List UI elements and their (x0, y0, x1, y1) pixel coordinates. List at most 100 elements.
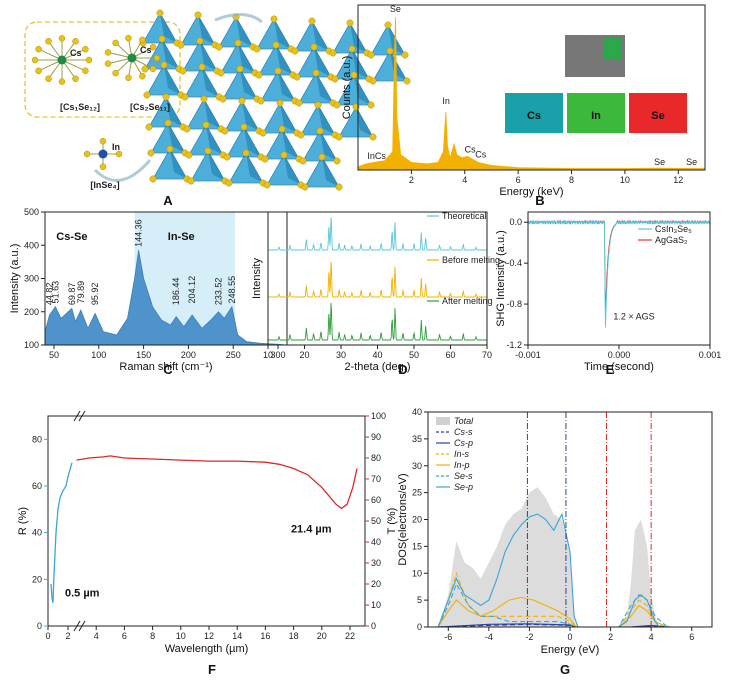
se-atom (143, 91, 151, 99)
tetrahedron-face (208, 151, 225, 181)
tetrahedron-face (246, 153, 263, 183)
element-peak-label: Se (686, 157, 697, 167)
atom-label-cs2: Cs (140, 45, 152, 55)
se-atom (276, 99, 284, 107)
se-atom (196, 37, 204, 45)
tetrahedron-face (388, 25, 405, 55)
se-atom (295, 99, 303, 107)
legend-label: Cs-s (454, 427, 473, 437)
se-atom (335, 183, 343, 191)
atom-label-in: In (112, 142, 120, 152)
se-atom (348, 45, 356, 53)
x-tick-label: 10 (263, 350, 273, 360)
shg-trace (527, 219, 711, 328)
reflectance-curve (50, 462, 73, 603)
dos-in-p (437, 596, 668, 628)
se-atom (194, 11, 202, 19)
se-atom (335, 133, 343, 141)
x-tick-label: 250 (226, 350, 241, 360)
se-atom (223, 153, 231, 161)
y-tick-label-right: 80 (371, 453, 381, 463)
tetrahedron-face (318, 105, 335, 135)
se-atom (181, 93, 189, 101)
x-tick-label: 20 (299, 350, 309, 360)
y-axis-label-left: R (%) (17, 507, 29, 535)
tetrahedron-face (162, 39, 179, 69)
se-atom (104, 49, 112, 56)
tetrahedron-face (166, 97, 183, 127)
tetrahedron-face (282, 129, 299, 159)
se-atom (350, 71, 358, 79)
se-atom (125, 74, 132, 82)
y-tick-label: 500 (24, 207, 39, 217)
se-atom (200, 95, 208, 103)
se-atom (293, 73, 301, 81)
y-tick-label: 300 (24, 274, 39, 284)
y-tick-label-left: 80 (32, 434, 42, 444)
x-tick-label: 2 (65, 631, 70, 641)
y-tick-label-right: 100 (371, 411, 386, 421)
se-atom (314, 101, 322, 109)
se-atom (72, 75, 79, 82)
sem-selection (603, 38, 621, 60)
se-atom (219, 95, 227, 103)
y-tick-label-right: 70 (371, 474, 381, 484)
panel-c-raman: 50 100 150 200 250 300 100 200 300 400 500 Raman sh… (9, 207, 288, 373)
se-atom (346, 19, 354, 27)
se-atom (238, 97, 246, 105)
y-axis-label: Counts (a.u.) (341, 56, 353, 120)
y-axis-label-right: T (%) (386, 508, 398, 535)
element-peak-label: Se (654, 157, 665, 167)
y-tick-label: -1.2 (506, 340, 522, 350)
se-atom (153, 54, 161, 62)
tetrahedron-face (322, 157, 339, 187)
se-atom (147, 149, 155, 157)
y-tick-label-left: 60 (32, 481, 42, 491)
se-atom (83, 150, 91, 158)
se-atom (58, 78, 66, 85)
dos-total (438, 487, 668, 627)
se-atom (297, 131, 305, 139)
panel-label-b: B (535, 193, 544, 208)
x-axis-label: Energy (keV) (499, 186, 563, 198)
se-atom (215, 43, 223, 51)
se-atom (202, 121, 210, 129)
se-atom (149, 175, 157, 183)
x-tick-label: 200 (181, 350, 196, 360)
dos-se-s (437, 582, 668, 628)
legend-label: In-s (454, 449, 470, 459)
se-atom (217, 69, 225, 77)
tetrahedron-face (240, 69, 257, 99)
y-tick-label: 15 (412, 541, 422, 551)
x-axis-label: Time (second) (584, 361, 654, 373)
y-axis-label: SHG Intensity (a.u.) (495, 230, 507, 327)
x-tick-label: -4 (485, 632, 493, 642)
xrd-series-1 (268, 261, 487, 298)
element-peak-label: Cs (475, 149, 486, 159)
xrd-series-0 (268, 217, 487, 252)
se-atom (82, 45, 89, 53)
raman-peak-label: 144.36 (134, 219, 144, 247)
x-tick-label: 0.000 (608, 350, 631, 360)
legend-label: Theoretical (442, 211, 487, 221)
y-tick-label: 400 (24, 240, 39, 250)
element-map-label: In (591, 110, 601, 122)
x-axis-label: Energy (eV) (541, 644, 600, 656)
element-peak-label: Cs (465, 145, 476, 155)
tetrahedron-face (280, 103, 297, 133)
x-tick-label: 12 (204, 631, 214, 641)
se-atom (164, 119, 172, 127)
panel-label-e: E (606, 362, 615, 377)
tetrahedron-face (316, 73, 333, 103)
in-atom (98, 149, 108, 159)
x-tick-label: 4 (462, 175, 467, 185)
cs-atom (57, 55, 67, 65)
x-axis-label: Wavelength (µm) (165, 643, 249, 655)
se-atom (145, 123, 153, 131)
x-tick-label: 40 (372, 350, 382, 360)
shg-ratio-label: 1.2 × AGS (613, 311, 654, 321)
raman-peak-label: 248.55 (227, 276, 237, 304)
x-axis-label: 2-theta (deg.) (344, 361, 410, 373)
se-atom (162, 93, 170, 101)
